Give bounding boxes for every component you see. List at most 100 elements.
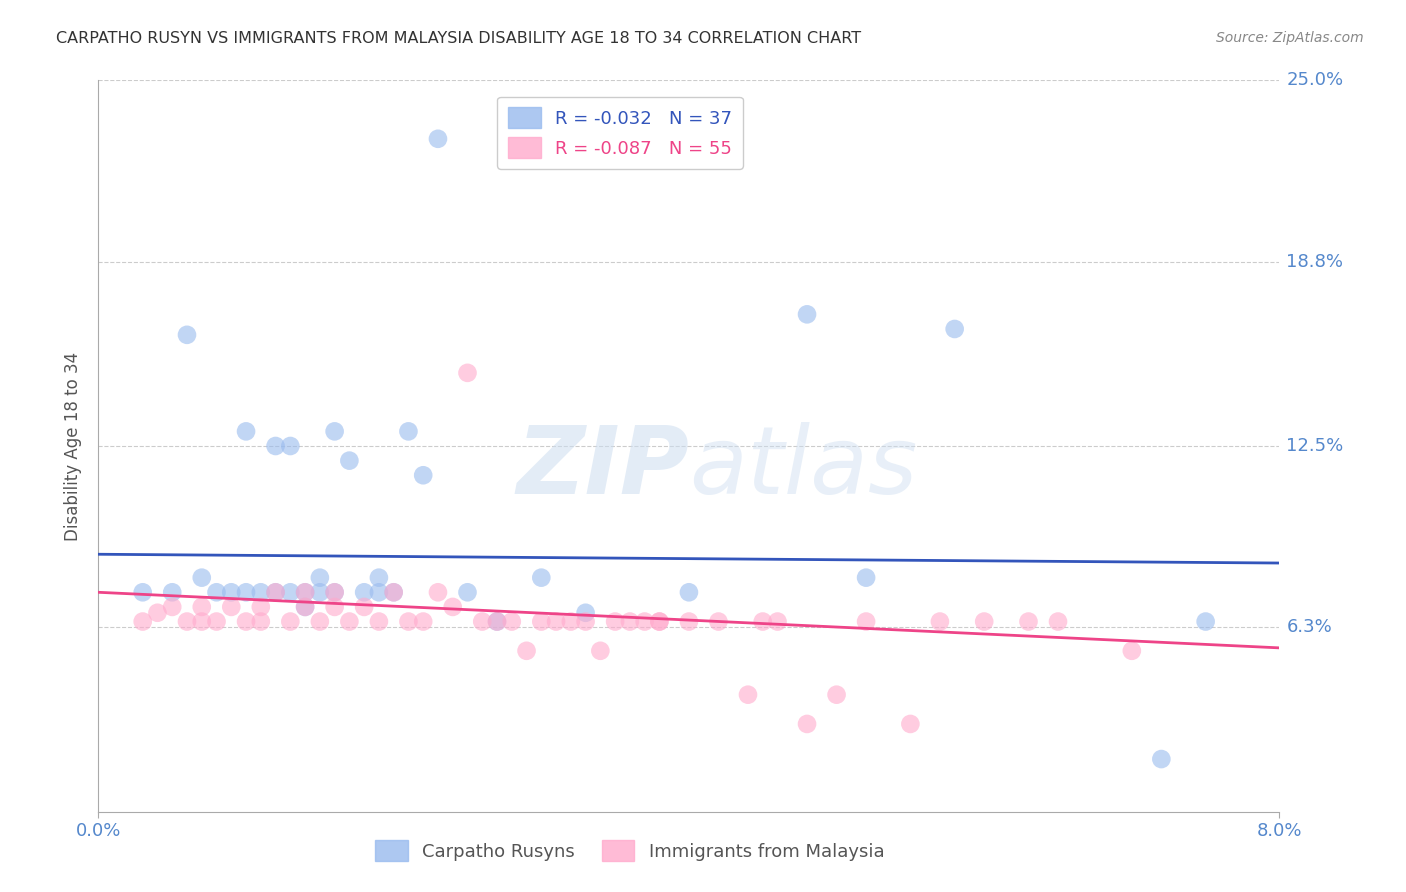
Point	[855, 571, 877, 585]
Point	[544, 615, 567, 629]
Point	[766, 615, 789, 629]
Text: ZIP: ZIP	[516, 422, 689, 514]
Text: Source: ZipAtlas.com: Source: ZipAtlas.com	[1216, 31, 1364, 45]
Y-axis label: Disability Age 18 to 34: Disability Age 18 to 34	[65, 351, 83, 541]
Point	[396, 425, 419, 439]
Point	[162, 585, 183, 599]
Point	[264, 585, 287, 599]
Point	[648, 615, 671, 629]
Text: 6.3%: 6.3%	[1286, 618, 1333, 636]
Point	[264, 585, 287, 599]
Point	[294, 585, 316, 599]
Point	[943, 322, 966, 336]
Point	[323, 599, 346, 614]
Point	[485, 615, 508, 629]
Point	[678, 585, 700, 599]
Point	[456, 366, 478, 380]
Point	[162, 599, 183, 614]
Point	[1017, 615, 1039, 629]
Point	[1046, 615, 1069, 629]
Point	[825, 688, 848, 702]
Point	[471, 615, 494, 629]
Point	[294, 599, 316, 614]
Point	[648, 615, 671, 629]
Text: 25.0%: 25.0%	[1286, 71, 1344, 89]
Point	[412, 615, 434, 629]
Point	[323, 585, 346, 599]
Point	[308, 571, 332, 585]
Point	[264, 439, 287, 453]
Point	[382, 585, 405, 599]
Point	[191, 571, 214, 585]
Point	[751, 615, 773, 629]
Point	[367, 585, 389, 599]
Text: atlas: atlas	[689, 423, 917, 514]
Point	[337, 615, 360, 629]
Point	[928, 615, 950, 629]
Point	[1150, 752, 1173, 766]
Point	[219, 599, 242, 614]
Point	[530, 571, 553, 585]
Point	[530, 615, 553, 629]
Point	[574, 606, 596, 620]
Point	[367, 615, 389, 629]
Point	[235, 425, 257, 439]
Point	[278, 615, 301, 629]
Point	[560, 615, 582, 629]
Point	[294, 599, 316, 614]
Point	[294, 585, 316, 599]
Point	[412, 468, 434, 483]
Point	[796, 307, 818, 321]
Point	[678, 615, 700, 629]
Point	[205, 585, 228, 599]
Point	[132, 615, 155, 629]
Point	[353, 585, 375, 599]
Point	[176, 615, 198, 629]
Point	[367, 571, 389, 585]
Point	[176, 327, 198, 342]
Point	[796, 717, 818, 731]
Point	[426, 585, 449, 599]
Point	[250, 585, 273, 599]
Point	[191, 615, 214, 629]
Point	[456, 585, 478, 599]
Point	[337, 453, 360, 467]
Point	[441, 599, 464, 614]
Point	[973, 615, 995, 629]
Point	[353, 599, 375, 614]
Point	[737, 688, 759, 702]
Point	[205, 615, 228, 629]
Point	[235, 585, 257, 599]
Text: 12.5%: 12.5%	[1286, 437, 1344, 455]
Point	[501, 615, 523, 629]
Point	[308, 585, 332, 599]
Point	[382, 585, 405, 599]
Legend: Carpatho Rusyns, Immigrants from Malaysia: Carpatho Rusyns, Immigrants from Malaysi…	[368, 833, 891, 869]
Point	[605, 615, 627, 629]
Point	[235, 615, 257, 629]
Point	[707, 615, 730, 629]
Text: CARPATHO RUSYN VS IMMIGRANTS FROM MALAYSIA DISABILITY AGE 18 TO 34 CORRELATION C: CARPATHO RUSYN VS IMMIGRANTS FROM MALAYS…	[56, 31, 862, 46]
Point	[589, 644, 612, 658]
Point	[278, 585, 301, 599]
Point	[898, 717, 921, 731]
Point	[396, 615, 419, 629]
Point	[146, 606, 169, 620]
Point	[191, 599, 214, 614]
Point	[855, 615, 877, 629]
Point	[278, 439, 301, 453]
Point	[250, 599, 273, 614]
Point	[426, 132, 449, 146]
Point	[1194, 615, 1216, 629]
Point	[250, 615, 273, 629]
Point	[308, 615, 332, 629]
Point	[633, 615, 655, 629]
Point	[574, 615, 596, 629]
Point	[1121, 644, 1143, 658]
Point	[619, 615, 641, 629]
Text: 18.8%: 18.8%	[1286, 252, 1344, 270]
Point	[485, 615, 508, 629]
Point	[323, 425, 346, 439]
Point	[515, 644, 537, 658]
Point	[219, 585, 242, 599]
